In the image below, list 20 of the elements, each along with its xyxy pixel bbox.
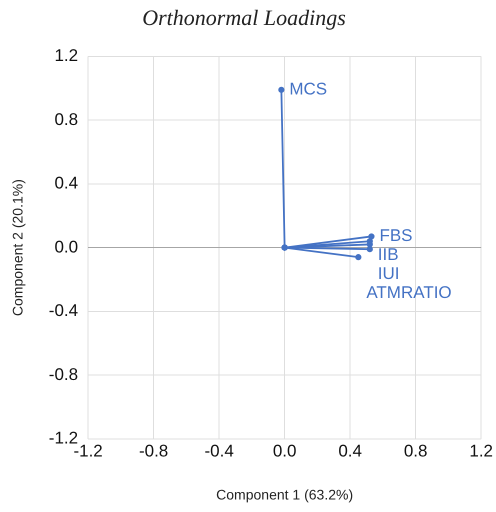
- y-tick-label: 0.0: [54, 237, 78, 256]
- y-tick-label: 1.2: [54, 46, 78, 66]
- series-label: IUI: [378, 264, 400, 284]
- y-tick-label: 0.8: [54, 110, 78, 129]
- x-tick-label: 0.4: [338, 442, 362, 461]
- series-label: ATMRATIO: [366, 283, 452, 302]
- series-label: MCS: [289, 80, 328, 99]
- y-axis-title: Component 2 (20.1%): [9, 179, 26, 316]
- y-tick-label: 0.4: [54, 174, 78, 193]
- x-tick-label: 0.8: [404, 442, 428, 461]
- y-tick-label: -0.4: [48, 301, 78, 320]
- x-tick-label: 1.2: [469, 442, 494, 461]
- chart-title: Orthonormal Loadings: [142, 4, 346, 30]
- x-tick-label: 0.0: [272, 442, 296, 461]
- x-tick-label: -0.4: [204, 442, 234, 461]
- x-tick-label: -0.8: [138, 442, 168, 461]
- series-label: IIB: [378, 245, 399, 264]
- x-axis-title: Component 1 (63.2%): [216, 486, 354, 502]
- series-label: FBS: [379, 226, 413, 246]
- y-tick-label: -0.8: [48, 364, 78, 384]
